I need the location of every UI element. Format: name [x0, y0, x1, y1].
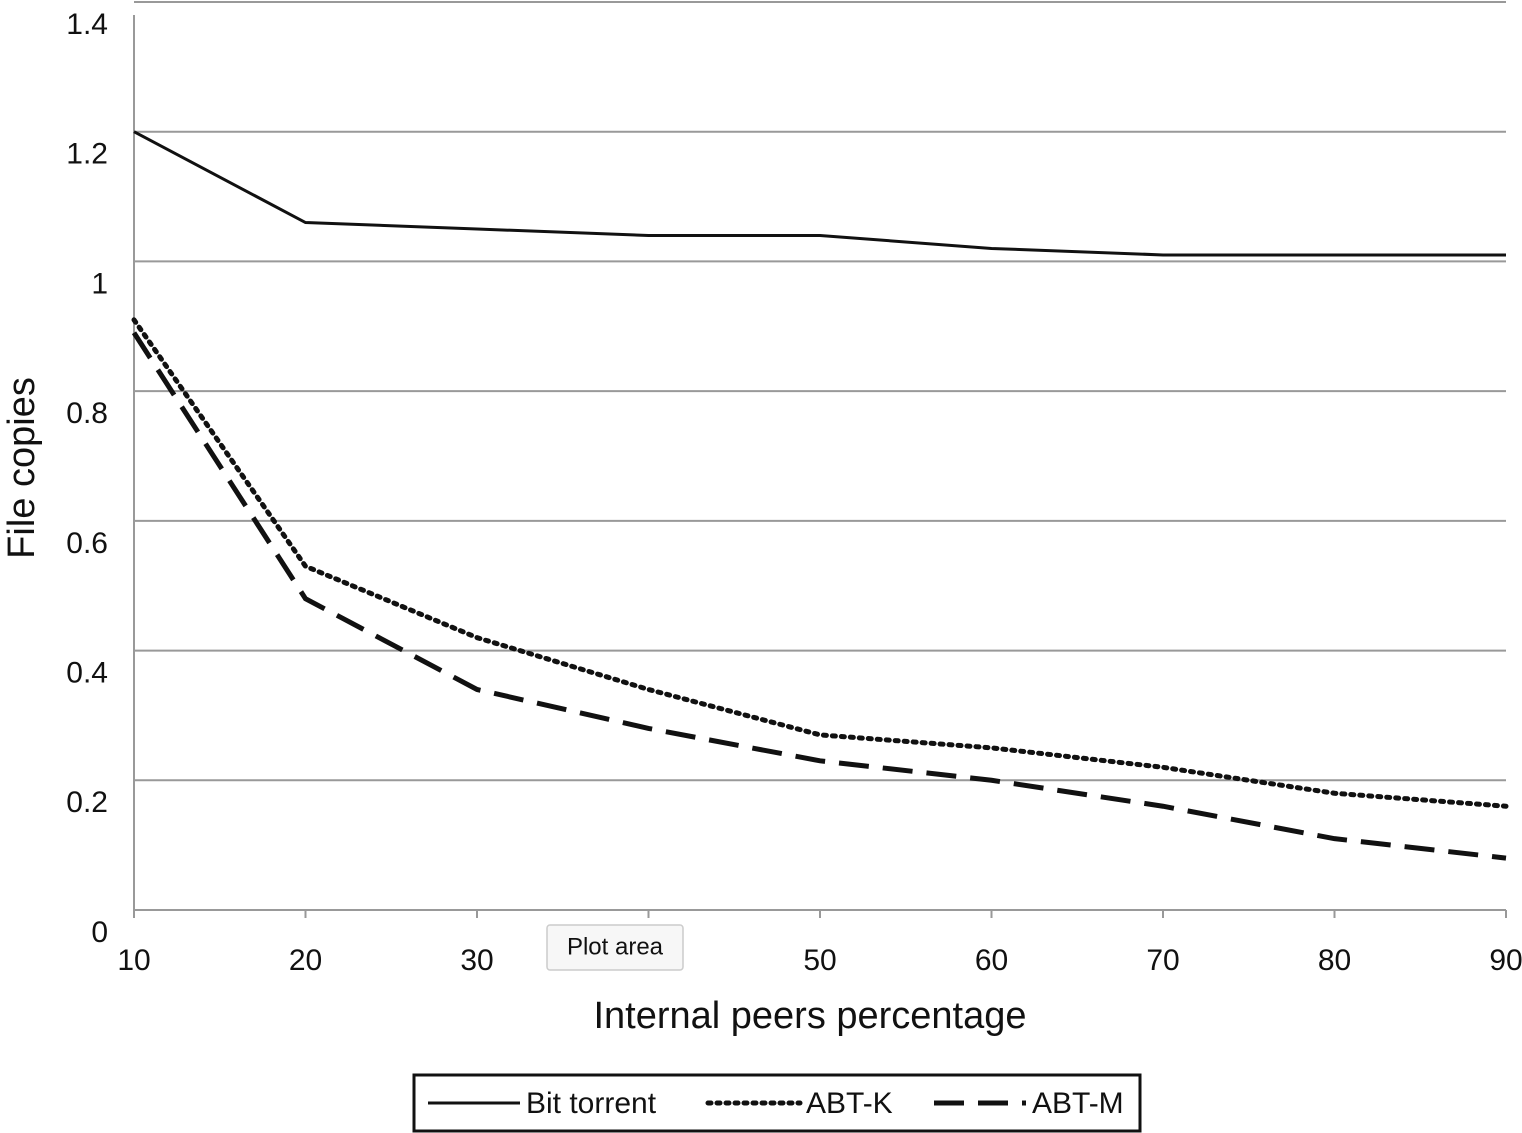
x-tick-label: 70 — [1146, 944, 1179, 977]
y-tick-label: 0.2 — [66, 786, 108, 819]
y-axis-label: File copies — [1, 377, 43, 559]
legend-label: ABT-M — [1032, 1087, 1124, 1120]
y-tick-label: 1.2 — [66, 138, 108, 171]
tooltip-text: Plot area — [567, 933, 664, 960]
x-axis-label: Internal peers percentage — [593, 995, 1026, 1037]
tooltip-box — [546, 924, 684, 971]
x-tick-label: 80 — [1318, 944, 1351, 977]
x-tick-label: 60 — [975, 944, 1008, 977]
series-line — [131, 317, 1509, 809]
y-tick-label: 0.8 — [66, 397, 108, 430]
x-tick-label: 10 — [117, 944, 150, 977]
x-tick-label: 30 — [460, 944, 493, 977]
series-line — [133, 130, 1506, 257]
y-tick-label: 0.4 — [66, 656, 108, 689]
x-tick-label: 90 — [1489, 944, 1522, 977]
series-line — [131, 331, 1507, 861]
y-tick-label: 0 — [91, 916, 108, 949]
x-tick-label: 50 — [803, 944, 836, 977]
legend-label: Bit torrent — [526, 1087, 657, 1120]
legend-label: ABT-K — [806, 1087, 893, 1120]
legend-box — [412, 1073, 1142, 1133]
x-tick-label: 20 — [289, 944, 322, 977]
y-tick-label: 1.4 — [66, 8, 108, 41]
y-tick-label: 1 — [91, 267, 108, 300]
y-tick-label: 0.6 — [66, 527, 108, 560]
